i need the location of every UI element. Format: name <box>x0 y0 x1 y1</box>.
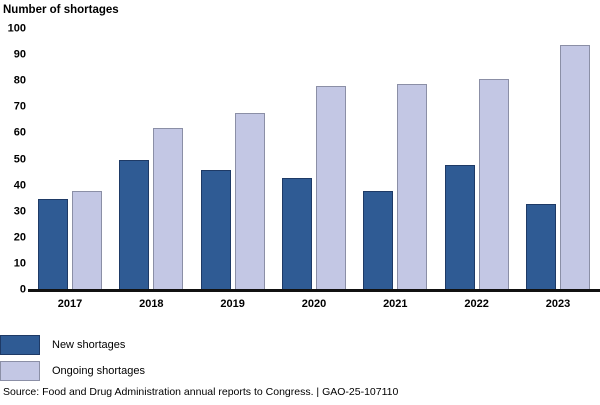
legend-label-new-shortages: New shortages <box>52 339 126 351</box>
bar-ongoing-2022 <box>478 78 509 290</box>
y-axis-tick-label-50: 50 <box>13 153 26 165</box>
bar-new-2017 <box>38 198 68 290</box>
bar-new-2020 <box>281 177 312 290</box>
legend: New shortages Ongoing shortages <box>0 332 145 384</box>
bar-new-2021 <box>363 190 394 290</box>
x-axis-tick-label-2020: 2020 <box>301 298 327 310</box>
x-axis-tick-label-2019: 2019 <box>220 298 245 310</box>
bar-ongoing-2021 <box>397 83 428 290</box>
y-axis-tick-label-90: 90 <box>13 48 26 61</box>
y-axis-tick-label-60: 60 <box>13 126 26 139</box>
chart-title: Number of shortages <box>3 4 119 16</box>
y-axis-tick-label-100: 100 <box>7 22 26 35</box>
y-axis-tick-label-80: 80 <box>13 74 26 87</box>
bar-new-2018 <box>119 159 150 290</box>
source-line: Source: Food and Drug Administration ann… <box>3 386 399 398</box>
legend-item-new-shortages: New shortages <box>0 332 145 358</box>
x-axis-tick-label-2018: 2018 <box>139 298 164 310</box>
bar-ongoing-2019 <box>234 112 265 290</box>
y-axis-tick-label-0: 0 <box>19 283 26 296</box>
x-axis-tick-label-2023: 2023 <box>545 298 571 310</box>
legend-item-ongoing-shortages: Ongoing shortages <box>0 358 145 384</box>
bar-ongoing-2023 <box>559 44 590 290</box>
bar-ongoing-2020 <box>315 86 346 290</box>
y-axis-tick-label-30: 30 <box>13 205 26 218</box>
bar-ongoing-2018 <box>153 128 184 290</box>
legend-swatch-ongoing-shortages <box>0 361 40 381</box>
y-axis-tick-label-70: 70 <box>13 100 26 113</box>
y-axis-tick-label-40: 40 <box>13 179 26 192</box>
y-axis-tick-label-10: 10 <box>13 257 26 270</box>
bar-new-2022 <box>444 164 475 290</box>
bar-new-2019 <box>200 169 231 290</box>
x-axis-tick-label-2021: 2021 <box>383 298 408 310</box>
legend-label-ongoing-shortages: Ongoing shortages <box>52 365 145 377</box>
x-axis-line <box>28 289 600 292</box>
x-axis-tick-label-2022: 2022 <box>464 298 489 310</box>
legend-swatch-new-shortages <box>0 335 40 355</box>
bar-new-2023 <box>525 203 556 290</box>
bar-ongoing-2017 <box>72 190 102 290</box>
x-axis-tick-label-2017: 2017 <box>57 298 83 310</box>
y-axis-tick-label-20: 20 <box>13 231 26 244</box>
